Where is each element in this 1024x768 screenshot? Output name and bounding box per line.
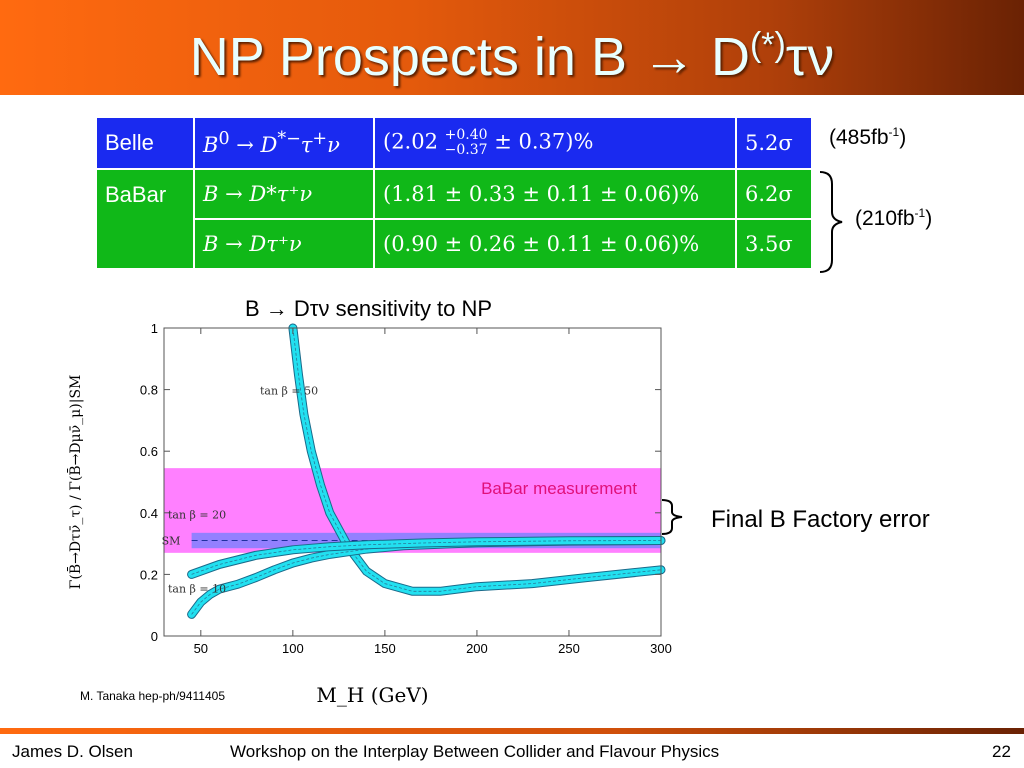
y-axis-label: Γ(B̄→Dτν̄_τ) / Γ(B̄→Dμν̄_μ)|SM	[66, 375, 84, 590]
x-axis-label: M_H (GeV)	[316, 683, 428, 707]
belle-luminosity-exp: -1	[888, 125, 900, 139]
footer-page-number: 22	[992, 742, 1011, 761]
mode-cell: B → D*τ⁺ν	[193, 168, 375, 220]
babar-luminosity-exp: -1	[914, 206, 926, 220]
mode-cell: B0 → D*−τ+ν	[193, 116, 375, 170]
table-row-babar-dstar: BaBar B → D*τ⁺ν (1.81 ± 0.33 ± 0.11 ± 0.…	[95, 168, 813, 270]
table-row-belle: Belle B0 → D*−τ+ν (2.02 +0.40 −0.37 ± 0.3…	[95, 116, 813, 170]
y-tick-label: 0.2	[140, 567, 158, 582]
results-table: Belle B0 → D*−τ+ν (2.02 +0.40 −0.37 ± 0.3…	[95, 116, 813, 270]
significance-cell: 3.5σ	[735, 218, 813, 270]
x-tick-label: 300	[650, 641, 672, 656]
reference-credit: M. Tanaka hep-ph/9411405	[80, 689, 226, 703]
y-tick-label: 0.6	[140, 444, 158, 459]
x-tick-label: 100	[282, 641, 304, 656]
slide-title: NP Prospects in B → D(*)τν	[0, 14, 1024, 88]
slide-title-main: NP Prospects in B → D	[189, 27, 750, 87]
branching-fraction-cell: (2.02 +0.40 −0.37 ± 0.37)%	[373, 116, 737, 170]
belle-mode-rhs: D	[260, 133, 278, 157]
curve-2	[188, 537, 665, 578]
y-tick-label: 0.8	[140, 383, 158, 398]
belle-mode-tau-sup: +	[312, 129, 328, 149]
footer-author: James D. Olsen	[12, 742, 133, 761]
branching-fraction-cell: (0.90 ± 0.26 ± 0.11 ± 0.06)%	[373, 218, 737, 270]
branching-fraction-cell: (1.81 ± 0.33 ± 0.11 ± 0.06)%	[373, 168, 737, 220]
babar-luminosity: (210fb-1)	[855, 206, 932, 231]
mode-cell: B → Dτ⁺ν	[193, 218, 375, 270]
belle-mode-nu: ν	[327, 133, 340, 157]
belle-mode-arrow: →	[229, 133, 261, 157]
chart-curves-layer	[187, 323, 666, 619]
belle-luminosity: (485fb-1)	[829, 125, 906, 150]
belle-bf-value: (2.02	[383, 129, 445, 154]
table-row-babar-d: B → Dτ⁺ν (0.90 ± 0.26 ± 0.11 ± 0.06)% 3.…	[96, 218, 813, 270]
title-bar	[0, 0, 1024, 95]
chart-labels-layer: BaBar measurement SM tan β = 50 tan β = 20 t…	[162, 385, 638, 596]
y-tick-label: 1	[151, 321, 158, 336]
x-tick-label: 200	[466, 641, 488, 656]
x-tick-label: 50	[194, 641, 208, 656]
babar-measurement-label: BaBar measurement	[481, 479, 637, 498]
belle-luminosity-close: )	[899, 126, 907, 149]
curve-label-0: tan β = 50	[260, 385, 318, 398]
babar-brace	[819, 171, 843, 273]
belle-bf-up-error: +0.40	[444, 127, 488, 143]
significance-cell: 6.2σ	[735, 168, 813, 220]
experiment-cell-babar: BaBar	[95, 168, 195, 270]
belle-mode-rhs-sup: *−	[277, 129, 301, 149]
belle-bf-down-error: −0.37	[444, 142, 488, 158]
plot-title: B → Dτν sensitivity to NP	[245, 296, 493, 321]
significance-cell: 5.2σ	[735, 116, 813, 170]
footer-line	[0, 728, 1024, 734]
sm-label: SM	[162, 535, 181, 548]
belle-mode-tau: τ	[300, 133, 313, 157]
slide-title-superscript: (*)	[749, 26, 786, 64]
experiment-cell: Belle	[95, 116, 195, 170]
x-tick-label: 250	[558, 641, 580, 656]
belle-bf-syst: ± 0.37)%	[487, 129, 594, 154]
final-error-brace	[661, 499, 683, 535]
curve-center-0	[292, 327, 662, 592]
slide-title-tail: τν	[785, 27, 835, 87]
y-tick-label: 0	[151, 629, 158, 644]
babar-luminosity-close: )	[925, 207, 933, 230]
belle-mode-lhs: B	[203, 133, 219, 157]
curve-label-2: tan β = 10	[168, 582, 226, 595]
y-tick-label: 0.4	[140, 506, 158, 521]
x-tick-label: 150	[374, 641, 396, 656]
footer-workshop: Workshop on the Interplay Between Collid…	[230, 742, 720, 761]
babar-luminosity-value: (210fb	[855, 207, 915, 230]
belle-luminosity-value: (485fb	[829, 126, 889, 149]
plot-frame	[163, 327, 662, 637]
belle-mode-lhs-sup: 0	[218, 129, 230, 149]
curve-label-1: tan β = 20	[168, 508, 226, 521]
final-error-label: Final B Factory error	[711, 506, 930, 533]
